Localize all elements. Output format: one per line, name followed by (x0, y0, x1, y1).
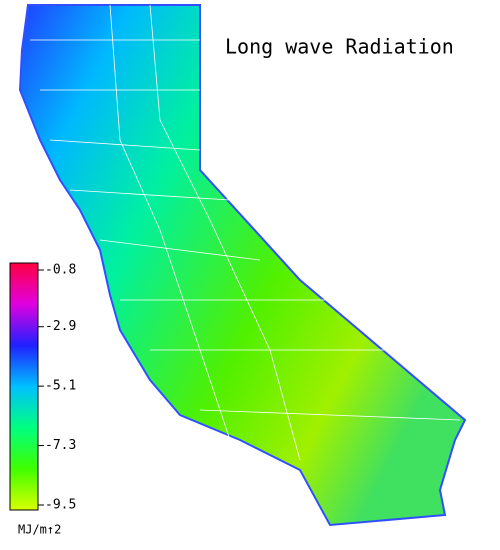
map-title: Long wave Radiation (225, 35, 454, 59)
california-map (18, 4, 467, 527)
colorbar-tick-label: -7.3 (45, 438, 76, 453)
colorbar-tick-label: -9.5 (45, 498, 76, 513)
county-lines (30, 4, 461, 461)
colorbar-tick-label: -5.1 (45, 379, 76, 394)
colorbar-unit: MJ/m↑2 (18, 523, 61, 537)
colorbar-tick-label: -0.8 (45, 263, 76, 278)
colorbar-tick-label: -2.9 (45, 319, 76, 334)
colorbar (9, 262, 39, 511)
